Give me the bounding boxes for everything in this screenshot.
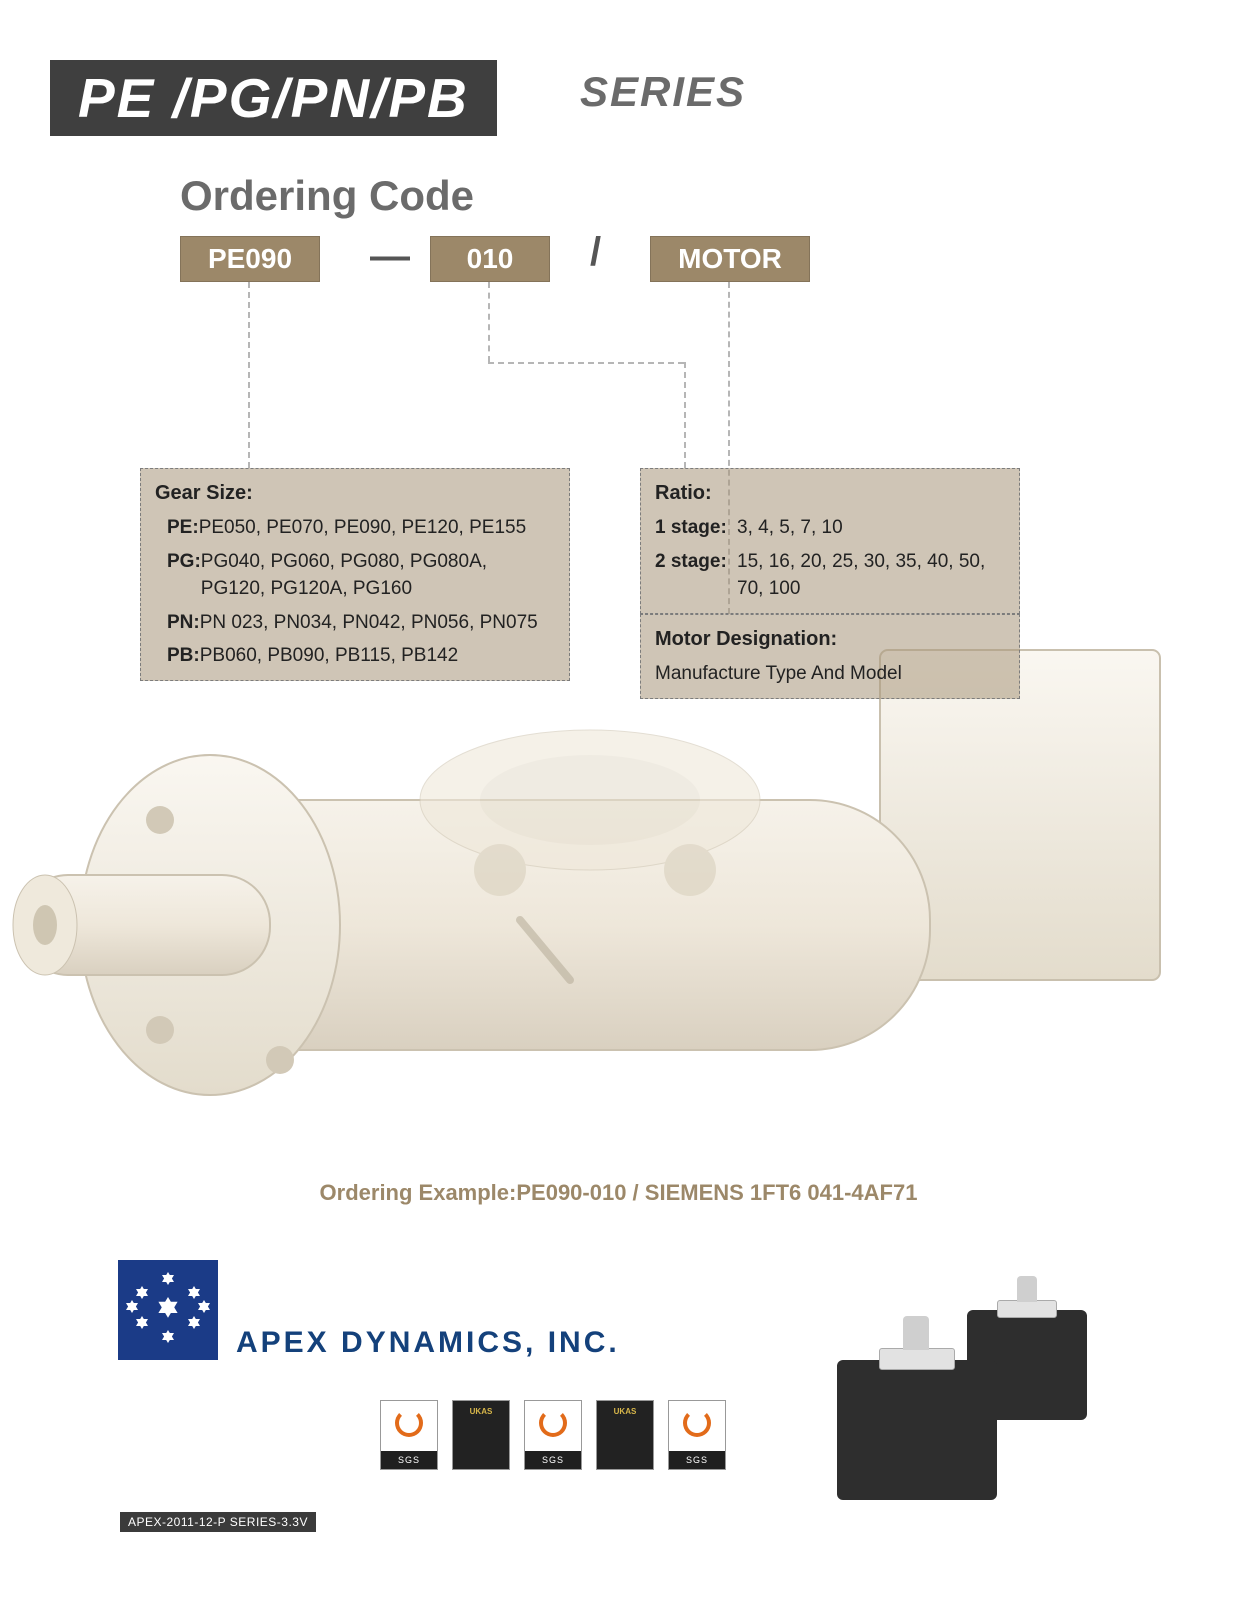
gear-size-row: PN: PN 023, PN034, PN042, PN056, PN075 bbox=[155, 609, 555, 637]
motor-designation-body: Manufacture Type And Model bbox=[655, 660, 1005, 688]
product-thumbnails bbox=[827, 1290, 1127, 1510]
cert-badge: UKAS bbox=[452, 1400, 510, 1470]
gear-size-val: PN 023, PN034, PN042, PN056, PN075 bbox=[200, 609, 555, 637]
gear-size-row: PG: PG040, PG060, PG080, PG080A, PG120, … bbox=[155, 548, 555, 603]
leader-line-ratio-v2 bbox=[684, 362, 686, 468]
cert-label: SGS bbox=[381, 1451, 437, 1469]
cert-badge: SGS bbox=[668, 1400, 726, 1470]
gear-size-row: PE: PE050, PE070, PE090, PE120, PE155 bbox=[155, 514, 555, 542]
footer-doc-code: APEX-2011-12-P SERIES-3.3V bbox=[120, 1512, 316, 1532]
leader-line-model bbox=[248, 282, 250, 468]
series-banner: PE /PG/PN/PB bbox=[50, 60, 497, 136]
company-name: APEX DYNAMICS, INC. bbox=[236, 1326, 620, 1360]
ratio-row: 1 stage: 3, 4, 5, 7, 10 bbox=[655, 514, 1005, 542]
ratio-key: 1 stage: bbox=[655, 514, 737, 542]
gear-size-key: PE: bbox=[155, 514, 199, 542]
gearbox-thumb-icon bbox=[837, 1360, 997, 1500]
ratio-header: Ratio: bbox=[655, 479, 1005, 508]
cert-label: UKAS bbox=[453, 1407, 509, 1416]
logo-flag-icon bbox=[118, 1260, 218, 1360]
code-chip-ratio: 010 bbox=[430, 236, 550, 282]
gear-size-box: Gear Size: PE: PE050, PE070, PE090, PE12… bbox=[140, 468, 570, 681]
ratio-key: 2 stage: bbox=[655, 548, 737, 603]
code-chip-motor: MOTOR bbox=[650, 236, 810, 282]
ratio-row: 2 stage: 15, 16, 20, 25, 30, 35, 40, 50,… bbox=[655, 548, 1005, 603]
code-chip-model: PE090 bbox=[180, 236, 320, 282]
cert-badge: SGS bbox=[380, 1400, 438, 1470]
ratio-val: 3, 4, 5, 7, 10 bbox=[737, 514, 1005, 542]
leader-line-ratio-h bbox=[488, 362, 684, 364]
gear-size-row: PB: PB060, PB090, PB115, PB142 bbox=[155, 642, 555, 670]
cert-label: UKAS bbox=[597, 1407, 653, 1416]
ratio-val: 15, 16, 20, 25, 30, 35, 40, 50, 70, 100 bbox=[737, 548, 1005, 603]
motor-designation-header: Motor Designation: bbox=[655, 625, 1005, 654]
cert-label: SGS bbox=[669, 1451, 725, 1469]
code-sep-dash: — bbox=[370, 234, 410, 279]
gear-size-key: PG: bbox=[155, 548, 201, 603]
code-sep-slash: / bbox=[590, 230, 601, 275]
cert-label: SGS bbox=[525, 1451, 581, 1469]
ordering-code-heading: Ordering Code bbox=[180, 172, 474, 220]
gear-size-val: PB060, PB090, PB115, PB142 bbox=[200, 642, 555, 670]
cert-badge: UKAS bbox=[596, 1400, 654, 1470]
motor-designation-box: Motor Designation: Manufacture Type And … bbox=[640, 614, 1020, 699]
cert-badge: SGS bbox=[524, 1400, 582, 1470]
leader-line-ratio-v1 bbox=[488, 282, 490, 362]
series-suffix: SERIES bbox=[580, 68, 746, 116]
gear-size-val: PE050, PE070, PE090, PE120, PE155 bbox=[199, 514, 555, 542]
ordering-example: Ordering Example:PE090-010 / SIEMENS 1FT… bbox=[0, 1180, 1237, 1206]
gear-size-val: PG040, PG060, PG080, PG080A, PG120, PG12… bbox=[201, 548, 555, 603]
gear-size-header: Gear Size: bbox=[155, 479, 555, 508]
ratio-box: Ratio: 1 stage: 3, 4, 5, 7, 10 2 stage: … bbox=[640, 468, 1020, 614]
company-logo-block: APEX DYNAMICS, INC. bbox=[118, 1260, 620, 1360]
gearbox-illustration bbox=[0, 620, 1237, 1140]
certification-row: SGS UKAS SGS UKAS SGS bbox=[380, 1400, 726, 1470]
gear-size-key: PB: bbox=[155, 642, 200, 670]
gear-size-key: PN: bbox=[155, 609, 200, 637]
